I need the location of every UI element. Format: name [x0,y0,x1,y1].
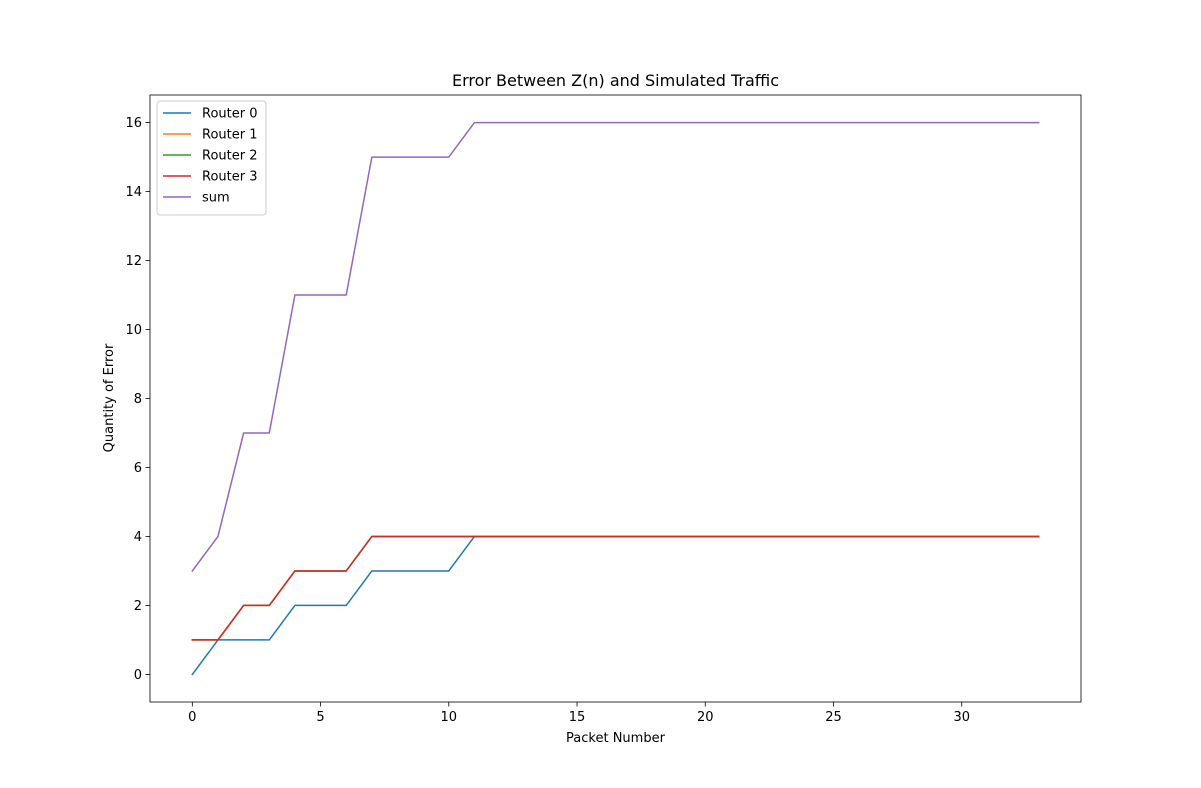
x-tick-label: 10 [441,710,458,725]
y-axis-label: Quantity of Error [102,343,117,452]
legend-label: Router 1 [202,128,258,143]
x-tick-label: 5 [316,710,324,725]
axes: 0 5 10 15 20 25 30 0 2 4 6 8 10 12 14 16 [125,94,1082,725]
y-tick-label: 10 [125,323,142,338]
y-tick-label: 12 [125,254,142,269]
legend-label: sum [202,191,230,206]
legend-label: Router 2 [202,149,258,164]
legend: Router 0 Router 1 Router 2 Router 3 sum [156,100,267,216]
y-tick-label: 16 [125,116,142,131]
x-tick-label: 25 [825,710,842,725]
legend-label: Router 0 [202,107,258,122]
plot-area [191,121,1040,676]
legend-box [156,100,267,216]
y-tick-label: 6 [134,461,142,476]
y-tick-label: 4 [134,530,142,545]
x-tick-label: 30 [953,710,970,725]
x-tick-label: 15 [569,710,586,725]
legend-label: Router 3 [202,170,258,185]
series-line-router-3 [191,535,1040,641]
y-tick-label: 0 [134,668,142,683]
y-tick-label: 8 [134,392,142,407]
y-tick-label: 14 [125,185,142,200]
x-tick-label: 0 [188,710,196,725]
series-line-sum [191,121,1040,572]
y-tick-label: 2 [134,599,142,614]
chart-title: Error Between Z(n) and Simulated Traffic [452,71,779,90]
x-axis-label: Packet Number [566,731,666,746]
x-tick-label: 20 [697,710,714,725]
